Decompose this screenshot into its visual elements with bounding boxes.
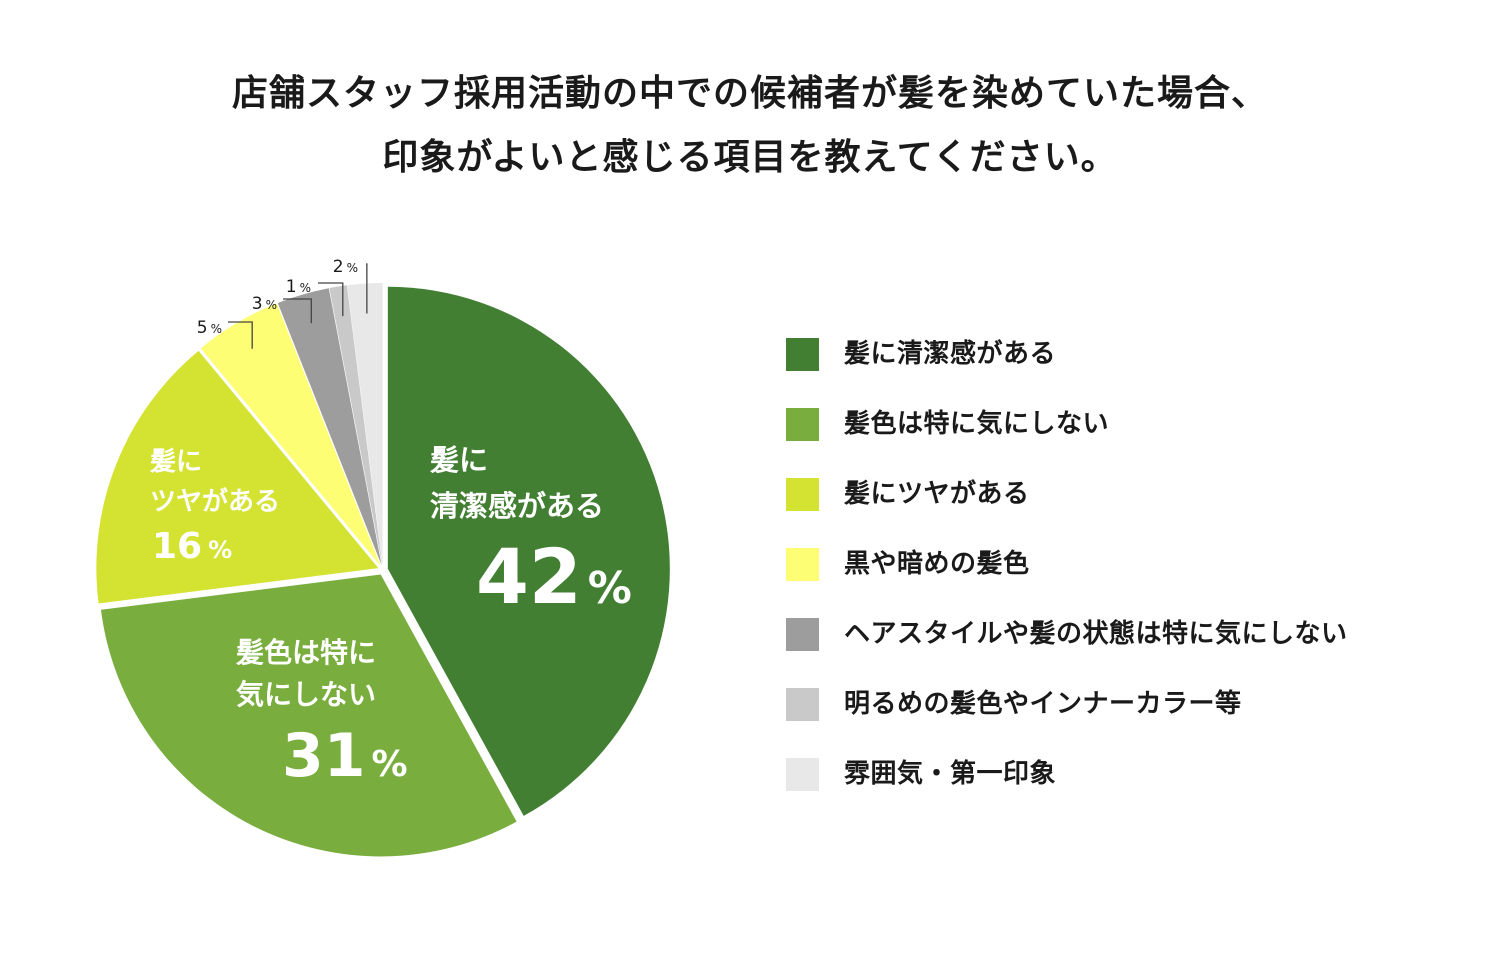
slice-label: 清潔感がある — [430, 489, 604, 523]
pie-slice — [100, 574, 517, 857]
legend-swatch — [786, 618, 819, 651]
callout-value-number: 2 — [333, 257, 344, 277]
legend-label: 髪にツヤがある — [844, 479, 1030, 509]
legend-swatch — [786, 688, 819, 721]
slice-value-unit: % — [588, 563, 632, 614]
pie-slice — [200, 303, 381, 566]
callout-line — [228, 321, 253, 349]
callout-value-number: 1 — [286, 277, 297, 297]
slice-value-number: 31 — [282, 721, 366, 791]
slice-label: 髪に — [149, 447, 202, 477]
callout-value-unit: % — [347, 261, 358, 275]
pie-slice — [277, 288, 382, 566]
callout-value-unit: % — [300, 281, 311, 295]
slice-value: 16% — [152, 526, 232, 567]
pie-slice — [329, 285, 383, 566]
legend-label: 髪に清潔感がある — [844, 339, 1057, 369]
chart-title-line2: 印象がよいと感じる項目を教えてください。 — [382, 137, 1118, 178]
callout-value-number: 3 — [252, 294, 263, 314]
legend-label: ヘアスタイルや髪の状態は特に気にしない — [844, 619, 1348, 649]
legend-swatch — [786, 758, 819, 791]
callout-value-number: 5 — [197, 318, 208, 338]
legend-swatch — [786, 548, 819, 581]
callout-label: 3% — [252, 294, 277, 314]
slice-value-unit: % — [208, 536, 232, 564]
pie-slice — [387, 286, 670, 816]
legend-label: 髪色は特に気にしない — [844, 409, 1110, 439]
callout-line — [366, 263, 368, 314]
legend-label: 黒や暗めの髪色 — [844, 549, 1030, 579]
slice-label: 髪色は特に — [235, 636, 376, 669]
chart-title-line1: 店舗スタッフ採用活動の中での候補者が髪を染めていた場合、 — [231, 73, 1268, 114]
callout-value-unit: % — [211, 322, 222, 336]
callout-label: 5% — [197, 318, 222, 338]
slice-value: 42% — [476, 532, 632, 621]
slice-value: 31% — [282, 721, 408, 791]
slice-value-number: 42 — [476, 532, 582, 621]
callout-value-unit: % — [266, 298, 277, 312]
callout-line — [318, 282, 344, 317]
legend-swatch — [786, 338, 819, 371]
slice-value-unit: % — [372, 744, 408, 785]
chart-title: 店舗スタッフ採用活動の中での候補者が髪を染めていた場合、 印象がよいと感じる項目… — [0, 62, 1500, 190]
pie-slice — [347, 283, 383, 566]
legend-label: 明るめの髪色やインナーカラー等 — [844, 689, 1242, 719]
legend-swatch — [786, 408, 819, 441]
callout-label: 1% — [286, 277, 311, 297]
legend-swatch — [786, 478, 819, 511]
callout-line — [283, 298, 312, 324]
slice-label: ツヤがある — [150, 486, 280, 517]
slice-label: 髪に — [429, 443, 488, 477]
callout-label: 2% — [333, 257, 358, 277]
legend-label: 雰囲気・第一印象 — [844, 759, 1057, 789]
pie-slice — [96, 350, 379, 604]
slice-label: 気にしない — [236, 678, 376, 711]
slice-value-number: 16 — [152, 526, 202, 567]
